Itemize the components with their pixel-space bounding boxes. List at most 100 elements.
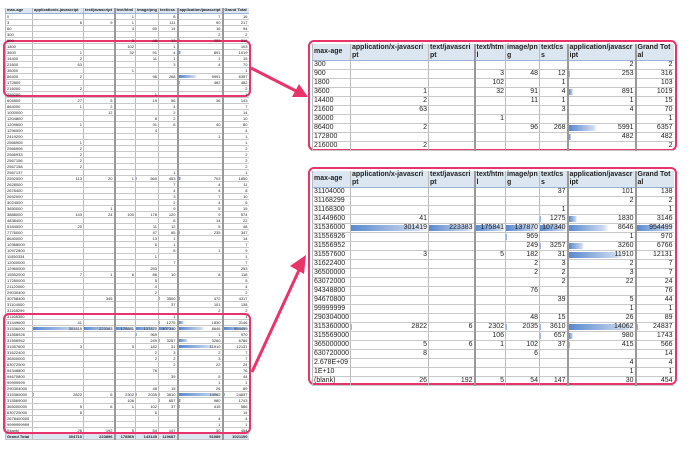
row-label[interactable]: 365000000 [312,340,351,350]
cell[interactable]: 70 [221,61,249,68]
cell[interactable]: 103 [634,78,674,88]
cell[interactable] [539,60,568,70]
column-header[interactable]: Grand Total [221,7,249,14]
row-label[interactable]: 14400 [5,55,33,62]
row-label[interactable]: 94348800 [312,286,351,296]
cell[interactable] [428,78,475,88]
column-header[interactable]: text/css [539,171,568,188]
cell[interactable]: 175841 [473,223,506,233]
cell[interactable] [539,358,568,368]
cell[interactable] [428,259,475,269]
cell[interactable] [350,78,429,88]
row-label[interactable]: 290304000 [312,313,351,323]
cell[interactable] [176,67,223,74]
column-header[interactable]: text/javascript [428,44,475,61]
cell[interactable] [428,69,475,79]
cell[interactable]: 2 [350,141,429,151]
cell[interactable]: 566 [634,340,674,350]
cell[interactable] [158,67,178,74]
cell[interactable] [83,67,115,74]
cell[interactable] [176,85,223,92]
cell[interactable] [350,331,429,341]
cell[interactable]: 217 [221,19,249,26]
cell[interactable]: 54 [505,376,540,386]
cell[interactable] [428,295,475,305]
cell[interactable]: 4 [158,49,178,56]
cell[interactable]: 12 [539,69,568,79]
cell[interactable]: 94 [221,25,249,32]
column-header[interactable]: text/javascript [83,7,115,14]
cell[interactable] [135,61,159,68]
cell[interactable] [113,73,136,80]
row-label[interactable]: 2.678E+09 [312,358,351,368]
cell[interactable] [428,268,475,278]
cell[interactable]: 8 [350,349,429,359]
cell[interactable] [505,78,540,88]
cell[interactable]: 2 [539,277,568,287]
cell[interactable]: 4 [634,358,674,368]
cell[interactable]: 482 [221,79,249,86]
cell[interactable]: 27 [32,97,84,104]
cell[interactable] [176,43,223,50]
cell[interactable] [350,60,429,70]
cell[interactable] [32,67,84,74]
cell[interactable]: 2035 [505,322,540,332]
cell[interactable] [135,79,159,86]
cell[interactable]: 6 [428,322,475,332]
cell[interactable]: 249 [505,241,540,251]
cell[interactable]: 5 [566,295,636,305]
cell[interactable] [539,114,568,124]
cell[interactable]: 2 [350,96,429,106]
cell[interactable] [350,114,429,124]
cell[interactable]: 2 [505,259,540,269]
cell[interactable]: 2 [634,196,674,206]
cell[interactable]: 76 [505,286,540,296]
cell[interactable] [473,105,506,115]
cell[interactable]: 1 [566,96,636,106]
cell[interactable] [505,205,540,215]
cell[interactable]: 1 [113,13,136,20]
cell[interactable]: 107340 [539,223,568,233]
cell[interactable]: 37 [539,187,568,197]
cell[interactable] [350,304,429,314]
cell[interactable] [113,61,136,68]
cell[interactable] [539,132,568,142]
row-label[interactable]: 1E+10 [312,367,351,377]
cell[interactable] [428,331,475,341]
row-label[interactable]: Grand Total [5,432,33,440]
cell[interactable]: 192 [428,376,475,386]
row-label[interactable]: 9999999999 [5,421,33,428]
cell[interactable]: 3260 [566,241,636,251]
cell[interactable]: 5 [473,250,506,260]
column-header[interactable]: application/javascript [566,171,636,188]
cell[interactable] [428,114,475,124]
cell[interactable] [428,96,475,106]
cell[interactable] [113,79,136,86]
row-label[interactable]: 300 [5,31,33,38]
cell[interactable]: 5 [473,376,506,386]
cell[interactable]: 37 [539,340,568,350]
cell[interactable]: 2 [221,85,249,92]
column-header[interactable]: max-age [5,7,33,14]
row-label[interactable]: 172800 [5,79,33,86]
column-header[interactable]: image/png [135,7,159,14]
cell[interactable] [539,286,568,296]
row-label[interactable]: 315360000 [312,322,351,332]
cell[interactable]: 12131 [634,250,674,260]
cell[interactable] [350,232,429,242]
cell[interactable] [428,313,475,323]
cell[interactable] [473,358,506,368]
cell[interactable] [473,268,506,278]
cell[interactable]: 1 [539,96,568,106]
cell[interactable]: 4 [539,87,568,97]
cell[interactable]: 137870 [505,223,540,233]
cell[interactable]: 2 [505,268,540,278]
row-label[interactable]: 2678400000 [5,415,33,422]
row-label[interactable]: 1800 [312,78,351,88]
cell[interactable] [428,105,475,115]
cell[interactable]: 1 [566,232,636,242]
row-label[interactable]: 86400 [5,73,33,80]
cell[interactable]: 70 [634,105,674,115]
cell[interactable]: 482 [634,132,674,142]
cell[interactable]: 103 [221,43,249,50]
